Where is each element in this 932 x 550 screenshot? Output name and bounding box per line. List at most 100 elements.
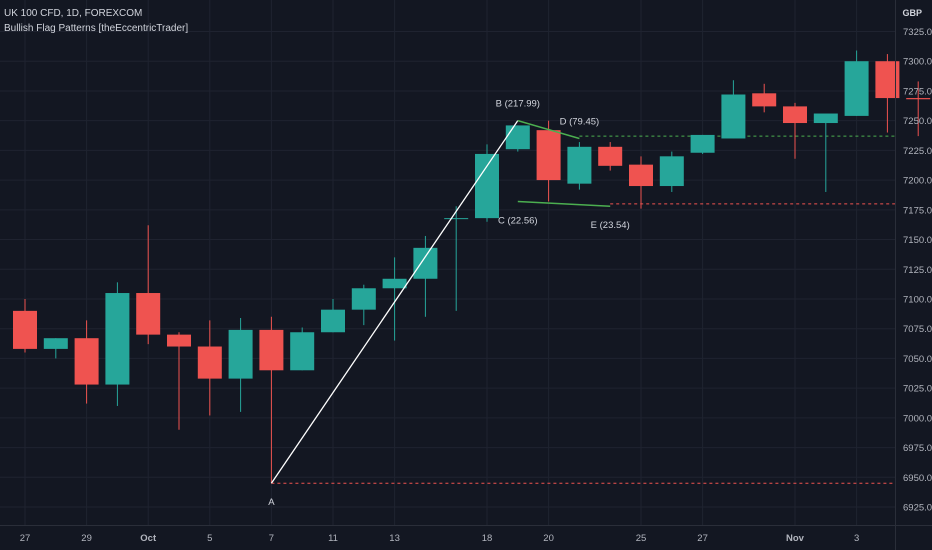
candle-body [721, 94, 746, 139]
indicator-name[interactable]: Bullish Flag Patterns [theEccentricTrade… [4, 23, 189, 34]
pattern-point-label: B (217.99) [496, 99, 540, 110]
y-tick-label: 7300.0 [903, 57, 932, 68]
candle [844, 50, 869, 116]
y-tick-label: 7050.0 [903, 354, 932, 365]
candle-body [813, 113, 838, 124]
flag-upper-line [517, 119, 580, 140]
price-axis[interactable]: 6925.0 6950.0 6975.0 7000.0 7025.0 7050.0 7075… [895, 0, 932, 550]
y-tick-label: 6975.0 [903, 443, 932, 454]
candle-body [505, 125, 530, 150]
x-tick-label: 27 [20, 533, 31, 544]
candle [228, 317, 253, 412]
candle [382, 257, 407, 341]
x-tick-label: 13 [389, 533, 400, 544]
x-tick-label: 25 [636, 533, 647, 544]
candle [659, 151, 684, 192]
candle-body [906, 98, 931, 100]
candle-body [783, 106, 807, 124]
pattern-levels [271, 135, 895, 484]
y-tick-label: 7250.0 [903, 116, 932, 127]
y-tick-label: 7100.0 [903, 294, 932, 305]
candle [505, 125, 530, 152]
candle [475, 144, 499, 222]
candle-body [659, 156, 684, 187]
candle-body [475, 153, 499, 219]
candle [629, 156, 653, 209]
grid-lines [0, 0, 895, 525]
candle [43, 338, 68, 359]
candle-body [136, 293, 161, 335]
pattern-point-label: C (22.56) [498, 215, 538, 226]
candle [105, 282, 130, 406]
flagpole-line [270, 120, 519, 484]
y-tick-label: 7175.0 [903, 205, 932, 216]
x-tick-label: 3 [854, 533, 859, 544]
candle [444, 206, 469, 311]
candle [290, 327, 315, 371]
candle-body [290, 332, 315, 371]
y-tick-label: 7125.0 [903, 265, 932, 276]
x-tick-label: 27 [697, 533, 708, 544]
pattern-point-label: A [268, 497, 275, 508]
x-tick-label: 20 [543, 533, 554, 544]
candle [690, 134, 715, 154]
candle-body [629, 164, 653, 187]
candle [413, 235, 438, 317]
y-tick-label: 7025.0 [903, 384, 932, 395]
candle [13, 298, 37, 353]
candle-body [351, 288, 376, 310]
candle-body [228, 329, 253, 379]
candle [136, 225, 161, 345]
candle-body [43, 338, 68, 349]
candle-body [74, 338, 99, 385]
candle [321, 298, 345, 333]
candle-body [536, 130, 561, 181]
x-tick-label: 11 [328, 533, 338, 544]
candle [167, 332, 191, 430]
candle-body [752, 93, 777, 107]
y-tick-label: 7325.0 [903, 27, 932, 38]
x-tick-label: Nov [786, 533, 805, 544]
candle [783, 102, 807, 159]
currency-label: GBP [902, 8, 922, 18]
candle [813, 113, 838, 192]
candle-body [567, 146, 592, 184]
candle-body [259, 329, 284, 371]
flag-lower-line [517, 200, 611, 207]
candle-body [444, 218, 469, 220]
pattern-point-label: D (79.45) [560, 116, 600, 127]
candles [13, 50, 931, 484]
candle [197, 320, 222, 416]
y-tick-label: 7275.0 [903, 86, 932, 97]
candle-body [382, 278, 407, 289]
y-tick-label: 6925.0 [903, 503, 932, 514]
candle-body [413, 247, 438, 279]
y-tick-label: 7150.0 [903, 235, 932, 246]
candle [536, 120, 561, 202]
symbol-title[interactable]: UK 100 CFD, 1D, FOREXCOM [4, 8, 143, 19]
candle [906, 81, 931, 137]
candle [721, 80, 746, 139]
pattern-lines [270, 119, 611, 484]
candle-body [321, 309, 345, 333]
y-tick-label: 6950.0 [903, 473, 932, 484]
x-tick-label: Oct [140, 533, 157, 544]
candle [752, 83, 777, 113]
candle [74, 320, 99, 404]
candle-body [105, 293, 130, 385]
candle [259, 316, 284, 484]
x-tick-label: 18 [482, 533, 493, 544]
time-axis[interactable]: 27 29 Oct 5 7 11 13 18 20 25 27 Nov 3 [0, 525, 932, 545]
candle-body [167, 334, 191, 347]
candle-body [598, 146, 623, 166]
x-tick-label: 7 [269, 533, 274, 544]
candle-body [690, 134, 715, 153]
x-tick-label: 29 [81, 533, 92, 544]
candle [351, 284, 376, 326]
y-tick-label: 7200.0 [903, 176, 932, 187]
pattern-point-label: E (23.54) [591, 220, 630, 231]
y-tick-label: 7075.0 [903, 324, 932, 335]
candle-body [844, 61, 869, 116]
x-tick-label: 5 [207, 533, 212, 544]
